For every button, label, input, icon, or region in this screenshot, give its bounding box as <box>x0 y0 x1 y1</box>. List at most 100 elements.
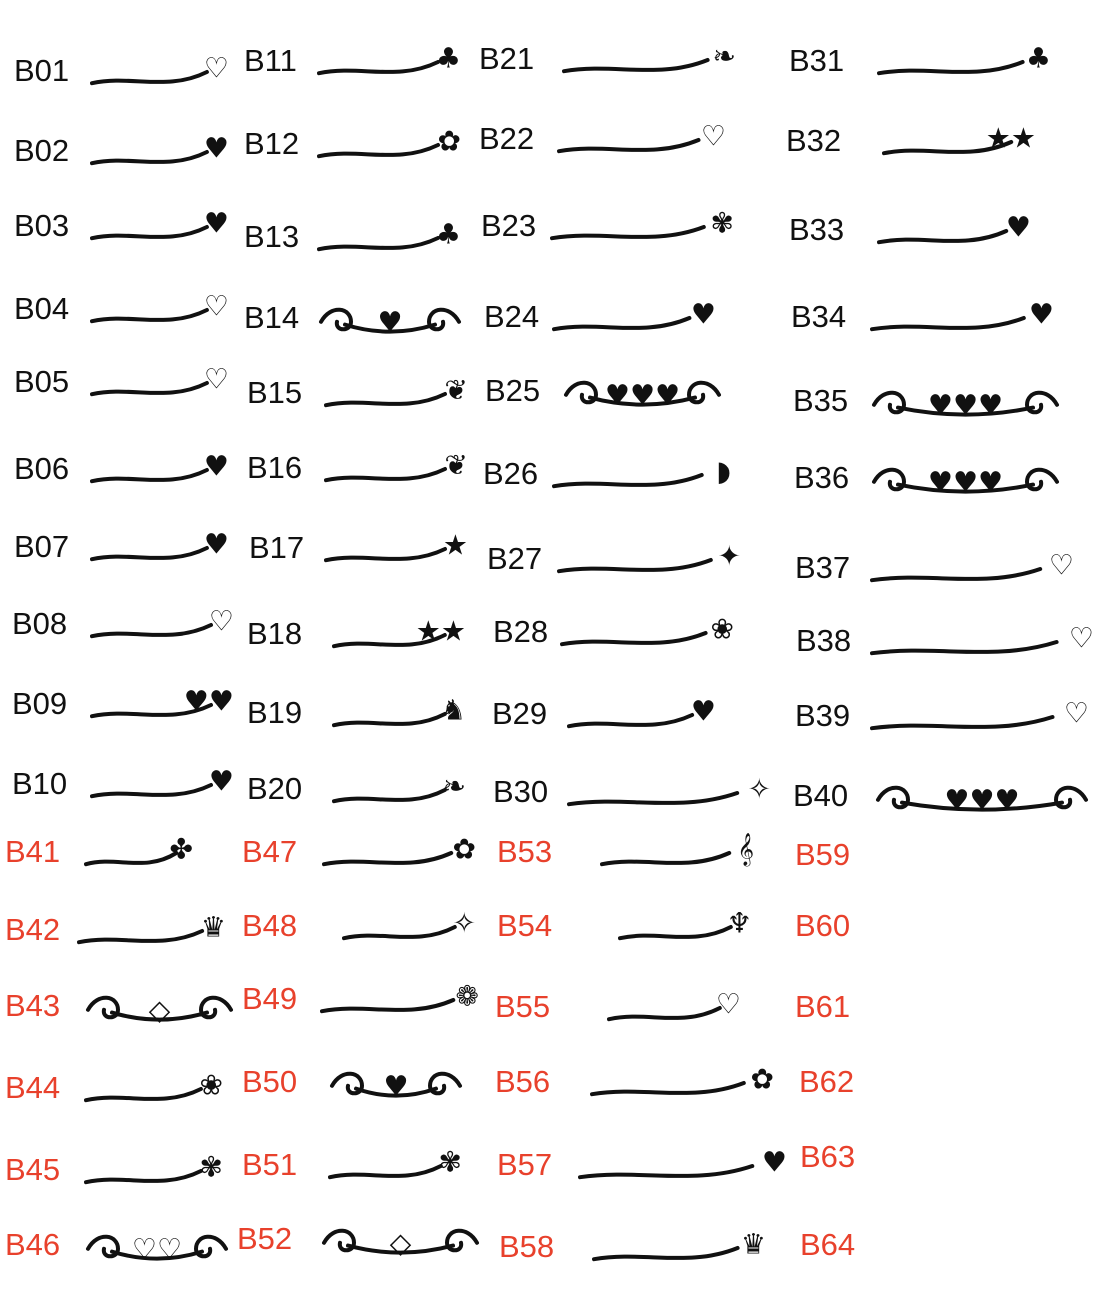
swirl-stroke <box>90 783 213 799</box>
heart-icon: ♥ <box>204 528 229 561</box>
swirl-stroke <box>567 791 740 807</box>
design-code-label: B15 <box>247 375 303 410</box>
swirl-stroke <box>90 546 209 562</box>
heart-icon: ♥ <box>1006 211 1031 244</box>
heart-icon: ♥ <box>204 207 229 240</box>
swirl-stroke <box>560 631 708 647</box>
design-code-label: B42 <box>5 912 61 947</box>
design-code-label: B58 <box>499 1229 555 1264</box>
swirl-stroke <box>557 138 701 154</box>
design-code-label: B36 <box>794 460 850 495</box>
swirl-design: ♡♡ <box>86 1232 228 1265</box>
heart-outline-icon: ♡ <box>204 363 229 396</box>
diamond-icon: ◇ <box>390 1226 412 1259</box>
design-code-label: B29 <box>492 696 548 731</box>
swirl-design: ♡ <box>557 120 726 154</box>
swirl-stroke <box>90 150 209 166</box>
rose-icon: ❀ <box>711 613 734 646</box>
swirl-design: ♡ <box>90 605 234 639</box>
hearts-icon: ♥♥♥ <box>944 783 1019 816</box>
swirl-stroke <box>552 473 704 489</box>
swirl-stroke <box>870 640 1059 656</box>
swirl-stroke <box>600 851 732 867</box>
swirl-design: ♡ <box>870 622 1094 656</box>
swirl-design: ♥♥♥ <box>564 378 721 411</box>
double-heart-outline-icon: ♡ <box>1069 622 1094 655</box>
swirl-design: ✤ <box>84 833 193 867</box>
swirl-stroke <box>320 998 456 1014</box>
design-code-label: B56 <box>495 1064 551 1099</box>
swirl-design: ♣ <box>877 42 1051 76</box>
design-code-label: B33 <box>789 212 845 247</box>
cat-icon: ♞ <box>441 694 466 727</box>
swirl-stroke <box>90 381 209 397</box>
design-code-label: B10 <box>12 766 68 801</box>
swirl-design: ♣ <box>317 218 461 252</box>
design-code-label: B27 <box>487 541 543 576</box>
swirl-stroke <box>330 1071 462 1098</box>
design-code-label: B49 <box>242 981 298 1016</box>
design-code-label: B05 <box>14 364 70 399</box>
heart-outline-icon: ♡ <box>209 605 234 638</box>
design-code-label: B09 <box>12 686 68 721</box>
winged-heart-icon: ♥ <box>383 1069 408 1102</box>
treble-clef-icon: 𝄞 <box>737 833 754 867</box>
swirl-design: ♡ <box>90 52 229 86</box>
flower-icon: ✿ <box>453 833 476 866</box>
swirl-stroke <box>84 1169 203 1185</box>
swirl-stroke <box>607 1006 722 1022</box>
design-code-label: B28 <box>493 614 549 649</box>
heart-icon: ♥ <box>691 695 716 728</box>
design-code-label: B38 <box>796 623 852 658</box>
swirl-stroke <box>317 143 440 159</box>
design-code-label: B04 <box>14 291 70 326</box>
swirl-design: ♡ <box>870 549 1074 583</box>
swirl-design: ♥ <box>90 528 229 562</box>
swirl-stroke <box>324 392 447 408</box>
laurel-icon: ❧ <box>713 40 736 73</box>
swirl-stroke <box>618 925 733 941</box>
stars-icon: ★★ <box>416 615 466 648</box>
swirl-stroke <box>86 1234 228 1261</box>
swirl-stroke <box>77 929 205 945</box>
design-code-label: B02 <box>14 133 70 168</box>
heart-outline-icon: ♡ <box>1064 697 1089 730</box>
swirl-stroke <box>578 1164 755 1180</box>
swirl-design: ✧ <box>567 773 771 807</box>
swirl-design: ❧ <box>332 770 466 804</box>
design-code-label: B07 <box>14 529 70 564</box>
swirl-stroke <box>332 712 447 728</box>
swirl-design: ♛ <box>77 911 226 945</box>
swirl-stroke <box>590 1081 746 1097</box>
design-code-label: B32 <box>786 123 842 158</box>
design-code-label: B40 <box>793 778 849 813</box>
swirl-stroke <box>90 70 209 86</box>
diamond-icon: ◇ <box>149 993 171 1026</box>
swirl-design: ♥ <box>90 207 229 241</box>
design-code-label: B31 <box>789 43 845 78</box>
swirl-design: ❦ <box>324 449 468 483</box>
swirl-design: ♥♥♥ <box>872 388 1059 421</box>
swirl-stroke <box>317 236 440 252</box>
swirl-design: ✾ <box>84 1151 223 1185</box>
swirl-stroke <box>324 547 447 563</box>
swirl-stroke <box>328 1164 443 1180</box>
swirl-design: ★★ <box>882 122 1036 156</box>
heart-icon: ♥ <box>204 132 229 165</box>
swirl-stroke <box>552 316 692 332</box>
design-code-label: B51 <box>242 1147 298 1182</box>
swirl-stroke <box>882 140 1014 156</box>
design-code-label: B12 <box>244 126 300 161</box>
wing-icon: ❦ <box>445 374 468 407</box>
swirl-design: ♞ <box>332 694 466 728</box>
design-code-label: B41 <box>5 834 61 869</box>
swirl-design: ♥♥♥ <box>876 783 1088 816</box>
design-code-label: B63 <box>800 1139 856 1174</box>
swirl-design: ♡ <box>870 697 1089 731</box>
swirl-stroke <box>324 467 447 483</box>
swirl-design: ♆ <box>618 907 752 941</box>
swirl-stroke <box>562 58 710 74</box>
stars-icon: ★★ <box>986 122 1036 155</box>
design-code-label: B30 <box>493 774 549 809</box>
heart-icon: ♥ <box>762 1146 787 1179</box>
